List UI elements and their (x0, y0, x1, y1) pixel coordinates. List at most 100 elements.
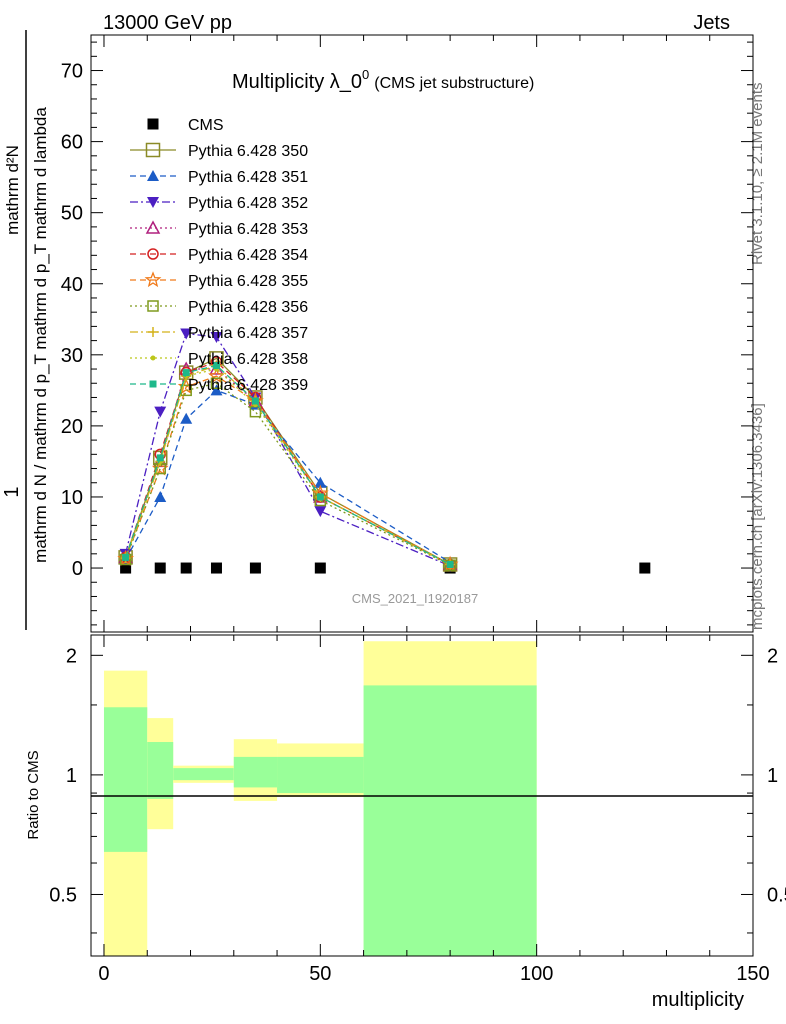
legend-marker (145, 142, 161, 158)
data-point (156, 454, 164, 462)
series-0 (120, 562, 651, 574)
main-y-axis-label: 1 mathrm d N / mathrm d p_T mathrm d p_T… (1, 30, 50, 630)
header-energy: 13000 GeV pp (103, 12, 232, 34)
marker-open-square (145, 142, 161, 158)
marker-square (251, 397, 259, 405)
svg-text:Multiplicity λ_00(CMS jet subs: Multiplicity λ_00 (CMS jet substructure) (232, 67, 534, 93)
legend-label: Pythia 6.428 356 (188, 299, 308, 316)
marker-square (210, 562, 222, 574)
data-point (177, 378, 195, 394)
y-tick-label: 30 (61, 345, 83, 367)
main-frame (90, 34, 754, 633)
data-point (210, 332, 223, 344)
y-label-line-3: mathrm d²N (3, 145, 22, 235)
legend-label: Pythia 6.428 358 (188, 351, 308, 368)
ratio-band-green (277, 756, 364, 794)
marker-open-triangle (145, 220, 161, 234)
data-point (446, 560, 454, 568)
marker-square (122, 553, 130, 561)
marker-triangle-down (314, 506, 327, 518)
x-tick-label: 0 (98, 963, 109, 985)
legend-entry: CMS (147, 117, 224, 134)
ratio-band-green (363, 685, 537, 956)
legend-label: Pythia 6.428 350 (188, 143, 308, 160)
series-line (124, 364, 451, 566)
legend-marker (144, 271, 162, 288)
legend-label: Pythia 6.428 354 (188, 247, 308, 264)
marker-open-square (210, 377, 223, 389)
series-line (124, 368, 451, 566)
y-tick-label: 50 (61, 203, 83, 225)
x-tick-label: 150 (736, 963, 769, 985)
series-9 (123, 366, 453, 567)
marker-square (316, 493, 324, 501)
marker-square (212, 361, 220, 369)
y-tick-label: 20 (61, 416, 83, 438)
legend-entry: Pythia 6.428 355 (130, 271, 308, 290)
title-superscript: 0 (362, 67, 369, 82)
legend-marker (147, 170, 159, 181)
series-line (124, 382, 451, 566)
data-point (249, 562, 261, 574)
data-point (210, 377, 223, 389)
data-point (314, 506, 327, 518)
legend-marker (145, 220, 161, 234)
ratio-y-tick-label-right: 1 (767, 765, 778, 787)
y-tick-label: 70 (61, 61, 83, 83)
marker-open-star (144, 271, 162, 288)
marker-square (446, 560, 454, 568)
data-point (180, 328, 193, 340)
data-point (314, 562, 326, 574)
data-point (314, 476, 327, 488)
marker-triangle-down (210, 332, 223, 344)
header-category: Jets (693, 12, 730, 34)
series-10 (122, 361, 454, 568)
ratio-panel: 0.5 0.5 1 1 2 2 0 50 100 150 Ratio to CMS multipl… (25, 634, 786, 1011)
legend-entry: Pythia 6.428 357 (130, 325, 308, 342)
series-line (124, 375, 451, 566)
legend-entry: Pythia 6.428 350 (130, 142, 308, 160)
legend-marker (147, 197, 159, 208)
data-point (122, 553, 130, 561)
title-subtitle: (CMS jet substructure) (374, 75, 534, 92)
marker-square (249, 562, 261, 574)
rivet-version-label: Rivet 3.1.10, ≥ 2.1M events (749, 83, 766, 266)
marker-open-star (177, 378, 195, 394)
data-point (251, 397, 259, 405)
marker-square (639, 562, 651, 574)
data-point (154, 562, 166, 574)
y-tick-label: 40 (61, 274, 83, 296)
ratio-y-tick-label: 0.5 (49, 884, 77, 906)
legend-marker (147, 300, 159, 312)
marker-square (182, 369, 190, 377)
legend-entry: Pythia 6.428 352 (130, 195, 308, 212)
data-point (154, 406, 167, 418)
ratio-y-tick-label-right: 2 (767, 645, 778, 667)
data-point (316, 493, 324, 501)
legend-label: Pythia 6.428 357 (188, 325, 308, 342)
legend-marker (150, 355, 156, 361)
ratio-frame (90, 634, 754, 957)
legend-entry: Pythia 6.428 351 (130, 169, 308, 186)
data-point (180, 562, 192, 574)
marker-open-star (208, 367, 225, 384)
marker-square (149, 380, 157, 388)
marker-square (314, 562, 326, 574)
marker-triangle-down (180, 328, 193, 340)
marker-triangle-up (210, 384, 223, 396)
legend-label: Pythia 6.428 353 (188, 221, 308, 238)
legend-entry: Pythia 6.428 356 (130, 299, 308, 316)
legend-label: Pythia 6.428 359 (188, 377, 308, 394)
ratio-y-tick-label: 1 (66, 765, 77, 787)
marker-triangle-up (154, 490, 167, 502)
legend-marker (147, 248, 159, 260)
marker-square (156, 454, 164, 462)
marker-triangle-up (147, 170, 159, 181)
data-point (212, 361, 220, 369)
data-point (154, 490, 167, 502)
x-axis-label: multiplicity (652, 989, 744, 1011)
ratio-y-tick-label-right: 0.5 (767, 884, 786, 906)
y-tick-label: 0 (72, 558, 83, 580)
watermark: CMS_2021_I1920187 (352, 591, 479, 606)
main-panel: CMS_2021_I1920187 Multiplicity λ_00(CMS … (61, 34, 754, 633)
